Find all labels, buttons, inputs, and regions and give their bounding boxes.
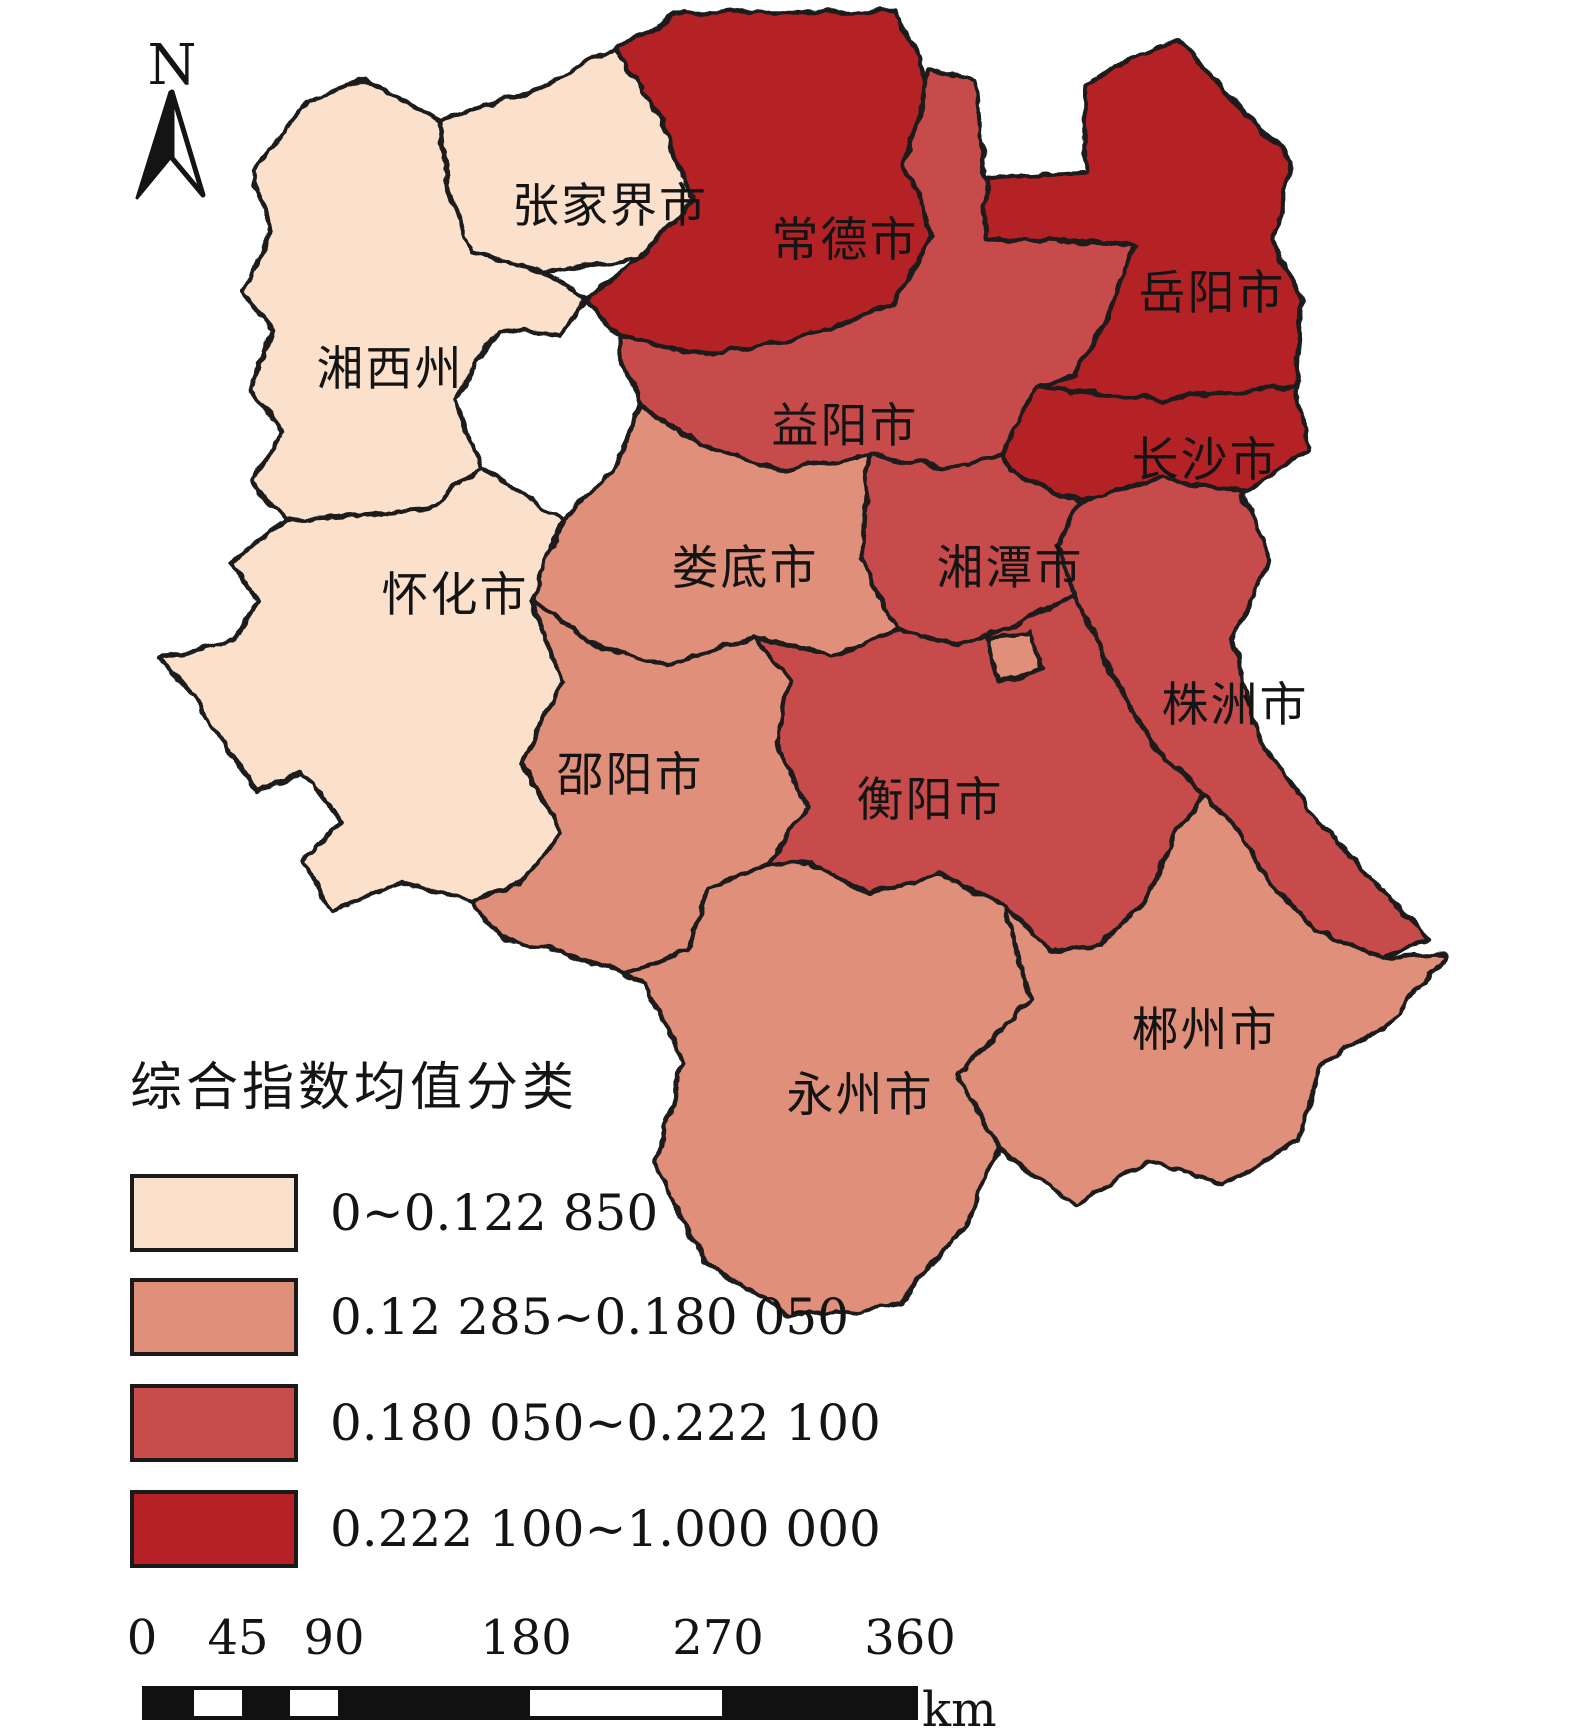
legend-title: 综合指数均值分类 (130, 1058, 579, 1118)
north-arrow-right-blade (169, 89, 206, 198)
north-arrow: N (135, 33, 206, 200)
legend-range-class3: 0.180 050~0.222 100 (330, 1394, 881, 1452)
scale-bar-segments (142, 1686, 918, 1720)
scale-tick-360: 360 (864, 1610, 956, 1666)
scale-tick-90: 90 (303, 1610, 365, 1666)
scale-segment (242, 1690, 290, 1716)
legend-swatch-class1 (130, 1174, 298, 1252)
scale-segment (146, 1690, 194, 1716)
label-zhuzhou: 株洲市 (1162, 678, 1309, 733)
scale-tick-270: 270 (672, 1610, 764, 1666)
scale-tick-45: 45 (207, 1610, 269, 1666)
scale-segment (338, 1690, 530, 1716)
label-zhangjiajie: 张家界市 (512, 179, 708, 234)
legend-swatch-class2 (130, 1278, 298, 1356)
scale-segment (290, 1690, 338, 1716)
scale-segment (530, 1690, 722, 1716)
legend-range-class4: 0.222 100~1.000 000 (330, 1500, 881, 1558)
legend-row: 0.180 050~0.222 100 (130, 1384, 881, 1462)
north-letter: N (148, 33, 197, 98)
label-shaoyang: 邵阳市 (557, 748, 704, 803)
label-xiangxi: 湘西州 (317, 342, 464, 397)
scale-unit: km (922, 1682, 997, 1730)
scale-tick-180: 180 (480, 1610, 572, 1666)
legend-row: 0.12 285~0.180 050 (130, 1278, 849, 1356)
scale-segment (194, 1690, 242, 1716)
label-changsha: 长沙市 (1132, 433, 1279, 488)
label-yongzhou: 永州市 (787, 1068, 934, 1123)
region-chenzhou (955, 790, 1451, 1208)
scale-tick-0: 0 (126, 1610, 158, 1666)
scale-segment (722, 1690, 914, 1716)
legend: 综合指数均值分类 0~0.122 850 0.12 285~0.180 050 … (130, 1058, 881, 1568)
legend-range-class2: 0.12 285~0.180 050 (330, 1288, 850, 1346)
label-hengyang: 衡阳市 (857, 773, 1004, 828)
label-changde: 常德市 (772, 213, 919, 268)
legend-row: 0~0.122 850 (130, 1174, 830, 1252)
label-yueyang: 岳阳市 (1139, 266, 1286, 321)
label-chenzhou: 郴州市 (1132, 1003, 1279, 1058)
scale-bar: 0 45 90 180 270 360 km (0, 1610, 1100, 1730)
legend-swatch-class4 (130, 1490, 298, 1568)
region-huaihua (155, 465, 565, 915)
label-yiyang: 益阳市 (772, 399, 919, 454)
label-xiangtan: 湘潭市 (937, 541, 1084, 596)
label-loudi: 娄底市 (672, 541, 819, 596)
legend-row: 0.222 100~1.000 000 (130, 1490, 881, 1568)
legend-range-class1: 0~0.122 850 (330, 1184, 659, 1242)
legend-swatch-class3 (130, 1384, 298, 1462)
map-labels: 张家界市 湘西州 常德市 岳阳市 益阳市 长沙市 怀化市 娄底市 湘潭市 株洲市… (317, 179, 1309, 1123)
label-huaihua: 怀化市 (382, 568, 529, 623)
region-small-enclave (985, 629, 1045, 685)
north-arrow-left-blade (135, 90, 172, 200)
map-regions (155, 9, 1451, 1318)
